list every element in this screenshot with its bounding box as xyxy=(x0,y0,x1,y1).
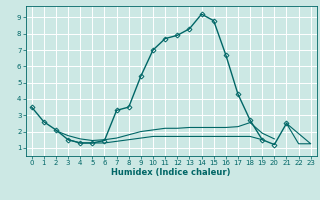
X-axis label: Humidex (Indice chaleur): Humidex (Indice chaleur) xyxy=(111,168,231,177)
